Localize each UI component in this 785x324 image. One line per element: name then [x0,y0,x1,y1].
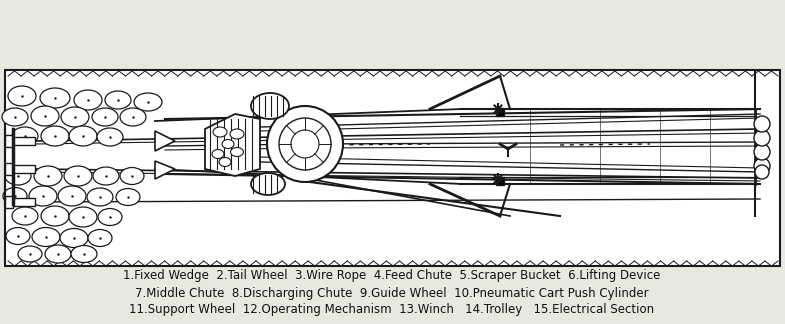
Bar [496,108,504,116]
Ellipse shape [2,108,28,126]
Circle shape [279,118,331,170]
Ellipse shape [134,93,162,111]
Ellipse shape [92,108,118,126]
Bar [5,165,35,173]
Ellipse shape [18,246,42,262]
Ellipse shape [29,186,57,206]
Polygon shape [155,161,175,179]
Ellipse shape [34,166,62,186]
Ellipse shape [6,227,30,245]
Ellipse shape [40,88,70,108]
Ellipse shape [251,173,285,195]
Ellipse shape [12,207,38,225]
Ellipse shape [97,128,123,146]
Bar [5,137,35,145]
Ellipse shape [74,90,102,110]
Ellipse shape [219,157,231,167]
Bar [5,135,13,147]
Circle shape [754,144,770,160]
Ellipse shape [61,107,89,127]
Ellipse shape [41,206,69,226]
Bar [5,70,780,266]
Polygon shape [205,114,260,176]
Ellipse shape [213,127,227,137]
Bar [5,198,35,206]
Bar [5,163,13,175]
Circle shape [291,130,319,158]
Ellipse shape [69,207,97,227]
Ellipse shape [45,245,71,263]
Circle shape [754,130,770,146]
Ellipse shape [251,93,289,119]
Text: 1.Fixed Wedge  2.Tail Wheel  3.Wire Rope  4.Feed Chute  5.Scraper Bucket  6.Lift: 1.Fixed Wedge 2.Tail Wheel 3.Wire Rope 4… [123,270,661,283]
Ellipse shape [212,149,224,158]
Ellipse shape [71,246,97,262]
Ellipse shape [88,229,112,247]
Ellipse shape [32,227,60,247]
Polygon shape [155,131,175,151]
Ellipse shape [60,228,88,248]
Ellipse shape [5,167,31,185]
Circle shape [755,165,769,179]
Ellipse shape [3,188,27,204]
Ellipse shape [105,91,131,109]
Text: 11.Support Wheel  12.Operating Mechanism  13.Winch   14.Trolley   15.Electrical : 11.Support Wheel 12.Operating Mechanism … [130,304,655,317]
Ellipse shape [87,188,113,206]
Ellipse shape [231,147,243,156]
Circle shape [267,106,343,182]
Ellipse shape [8,86,36,106]
Ellipse shape [58,186,86,206]
Text: 7.Middle Chute  8.Discharging Chute  9.Guide Wheel  10.Pneumatic Cart Push Cylin: 7.Middle Chute 8.Discharging Chute 9.Gui… [135,286,649,299]
Ellipse shape [93,167,119,185]
Ellipse shape [64,166,92,186]
Ellipse shape [69,126,97,146]
Ellipse shape [31,106,59,126]
Ellipse shape [120,108,146,126]
Ellipse shape [98,209,122,226]
Ellipse shape [120,168,144,184]
Ellipse shape [230,129,244,139]
Ellipse shape [222,140,234,148]
Ellipse shape [41,126,69,146]
Ellipse shape [116,189,140,205]
Bar [496,177,504,185]
Circle shape [754,158,770,174]
Ellipse shape [12,127,38,145]
Bar [5,196,13,208]
Circle shape [754,116,770,132]
